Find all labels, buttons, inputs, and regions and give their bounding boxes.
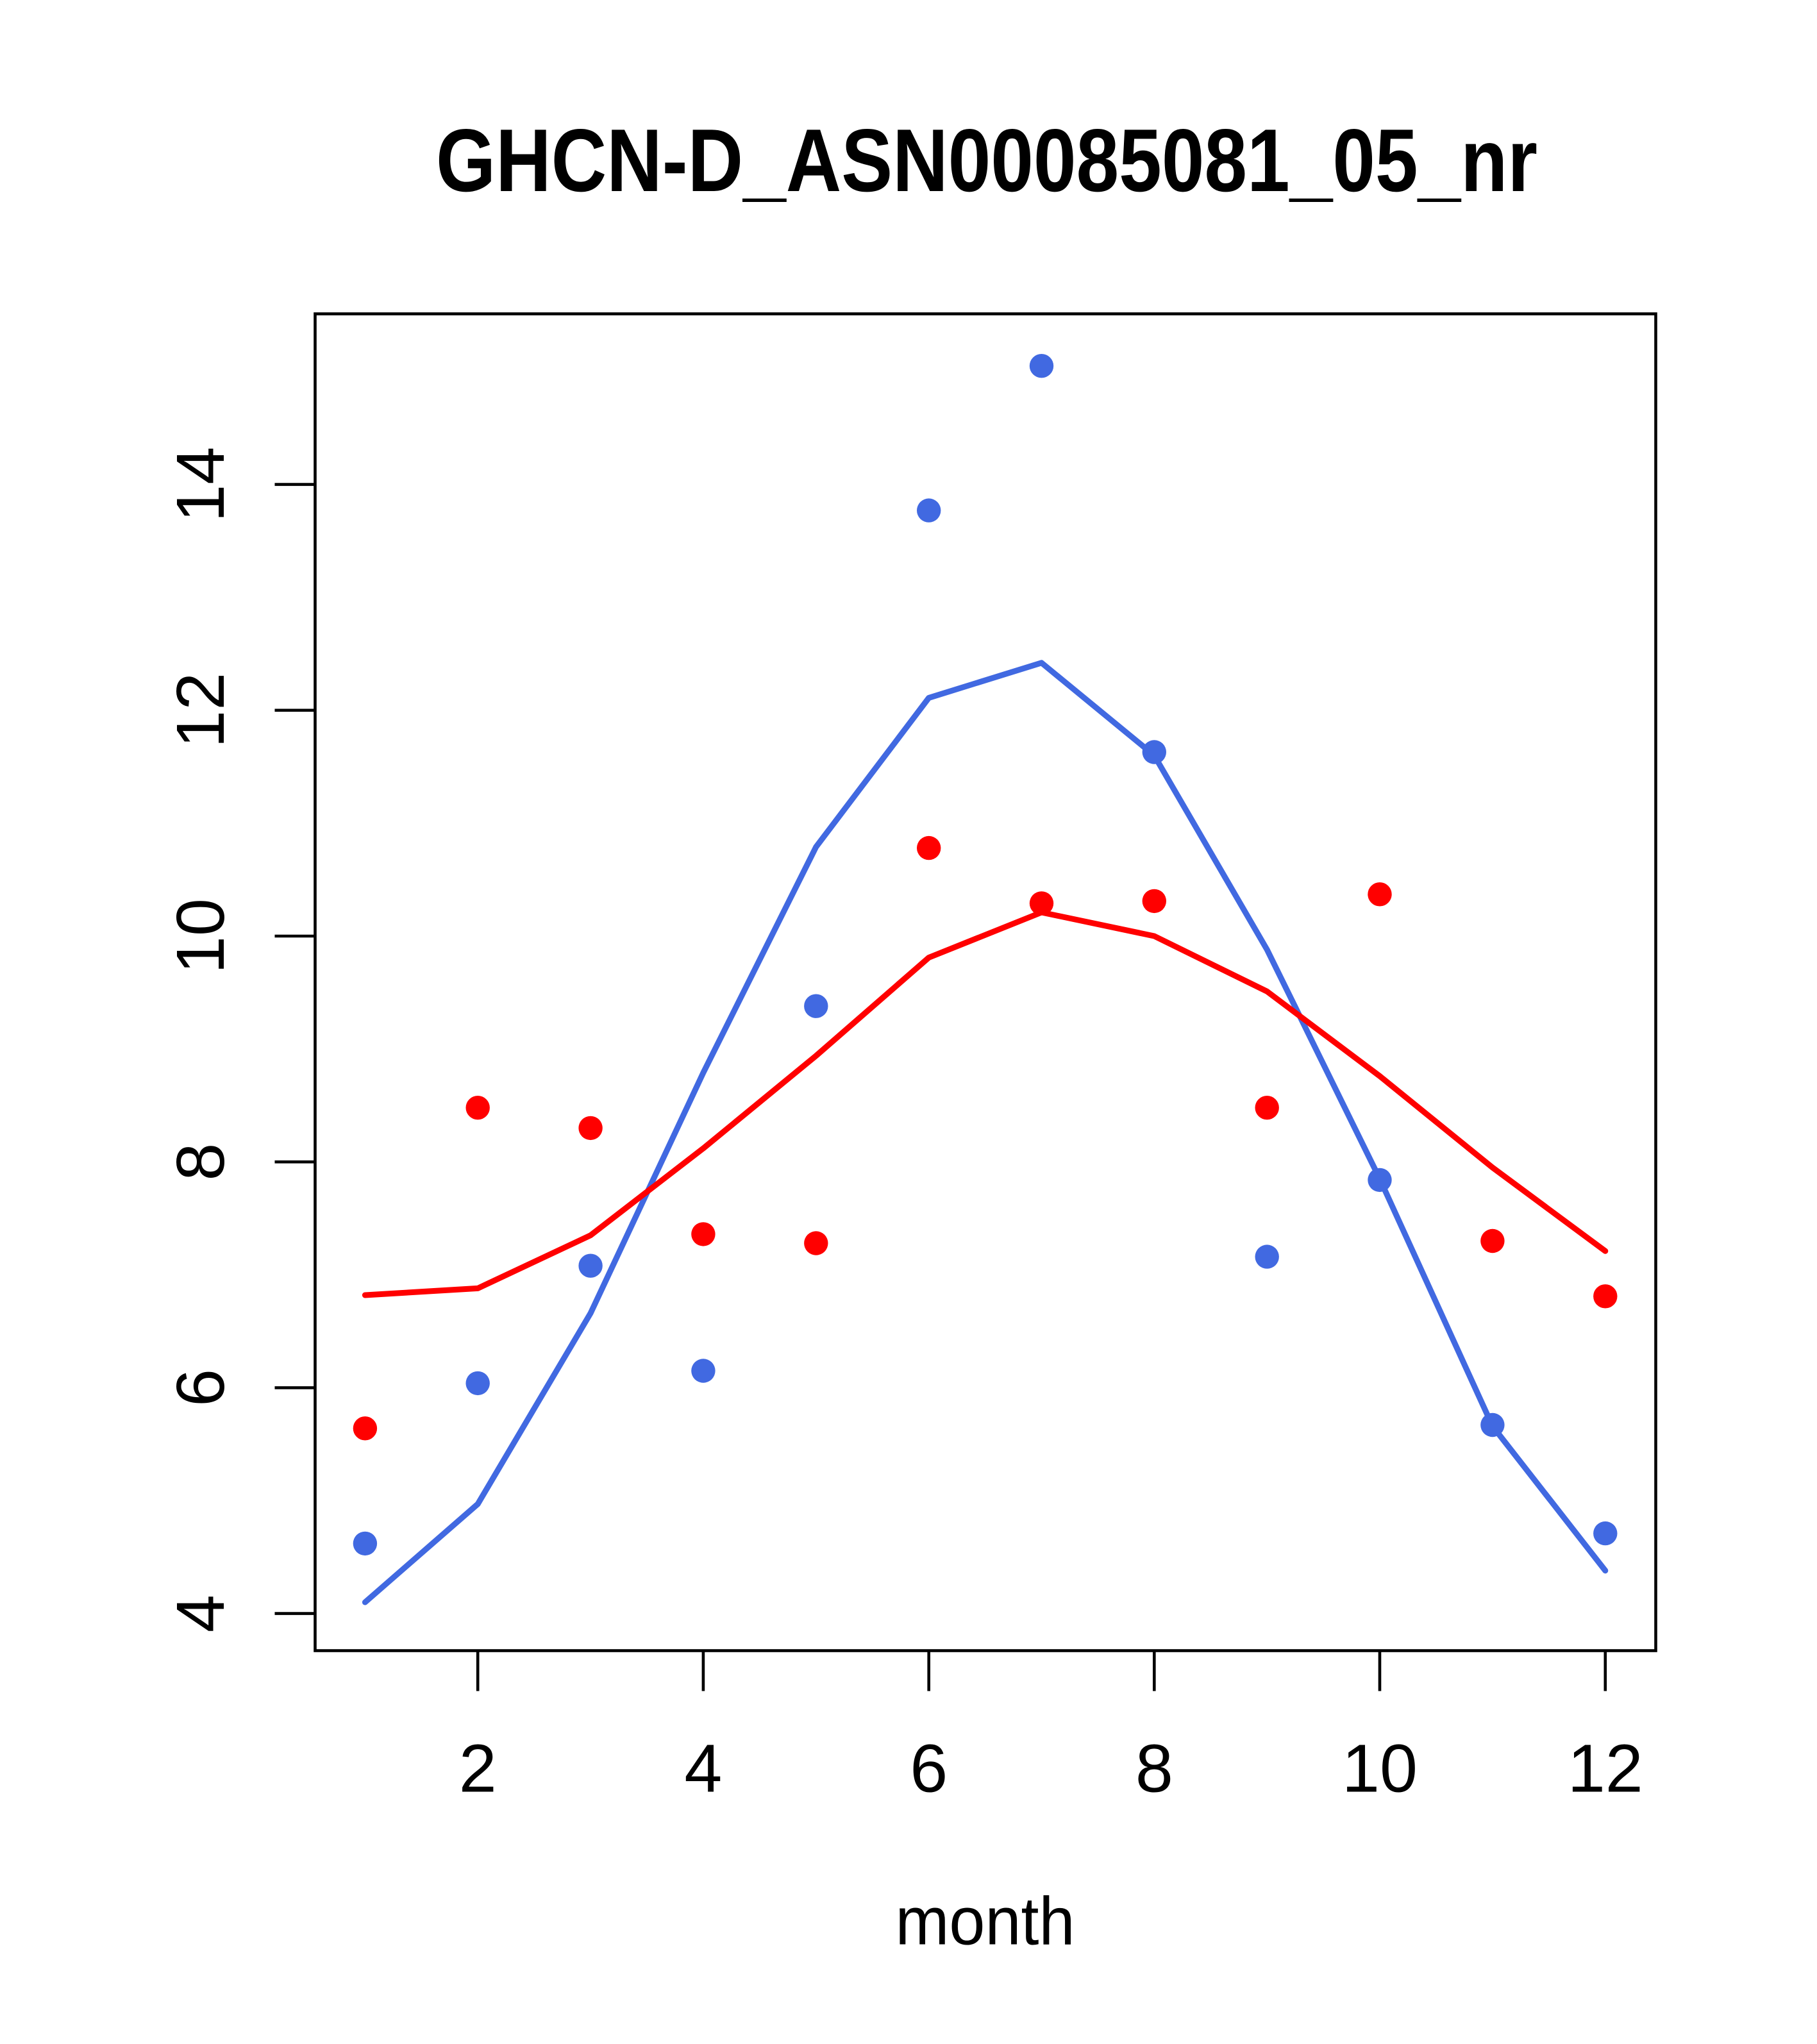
svg-text:month: month [896, 1884, 1075, 1959]
svg-text:14: 14 [163, 447, 239, 523]
svg-text:GHCN-D_ASN00085081_05_nr: GHCN-D_ASN00085081_05_nr [436, 111, 1537, 210]
svg-text:4: 4 [163, 1595, 239, 1632]
svg-text:6: 6 [910, 1731, 948, 1807]
svg-text:12: 12 [163, 673, 239, 748]
svg-text:2: 2 [459, 1731, 497, 1807]
svg-text:10: 10 [163, 898, 239, 974]
svg-text:8: 8 [163, 1143, 239, 1181]
svg-text:4: 4 [684, 1731, 722, 1807]
svg-text:6: 6 [163, 1369, 239, 1407]
svg-text:12: 12 [1568, 1731, 1643, 1807]
svg-text:10: 10 [1342, 1731, 1418, 1807]
svg-text:8: 8 [1135, 1731, 1173, 1807]
